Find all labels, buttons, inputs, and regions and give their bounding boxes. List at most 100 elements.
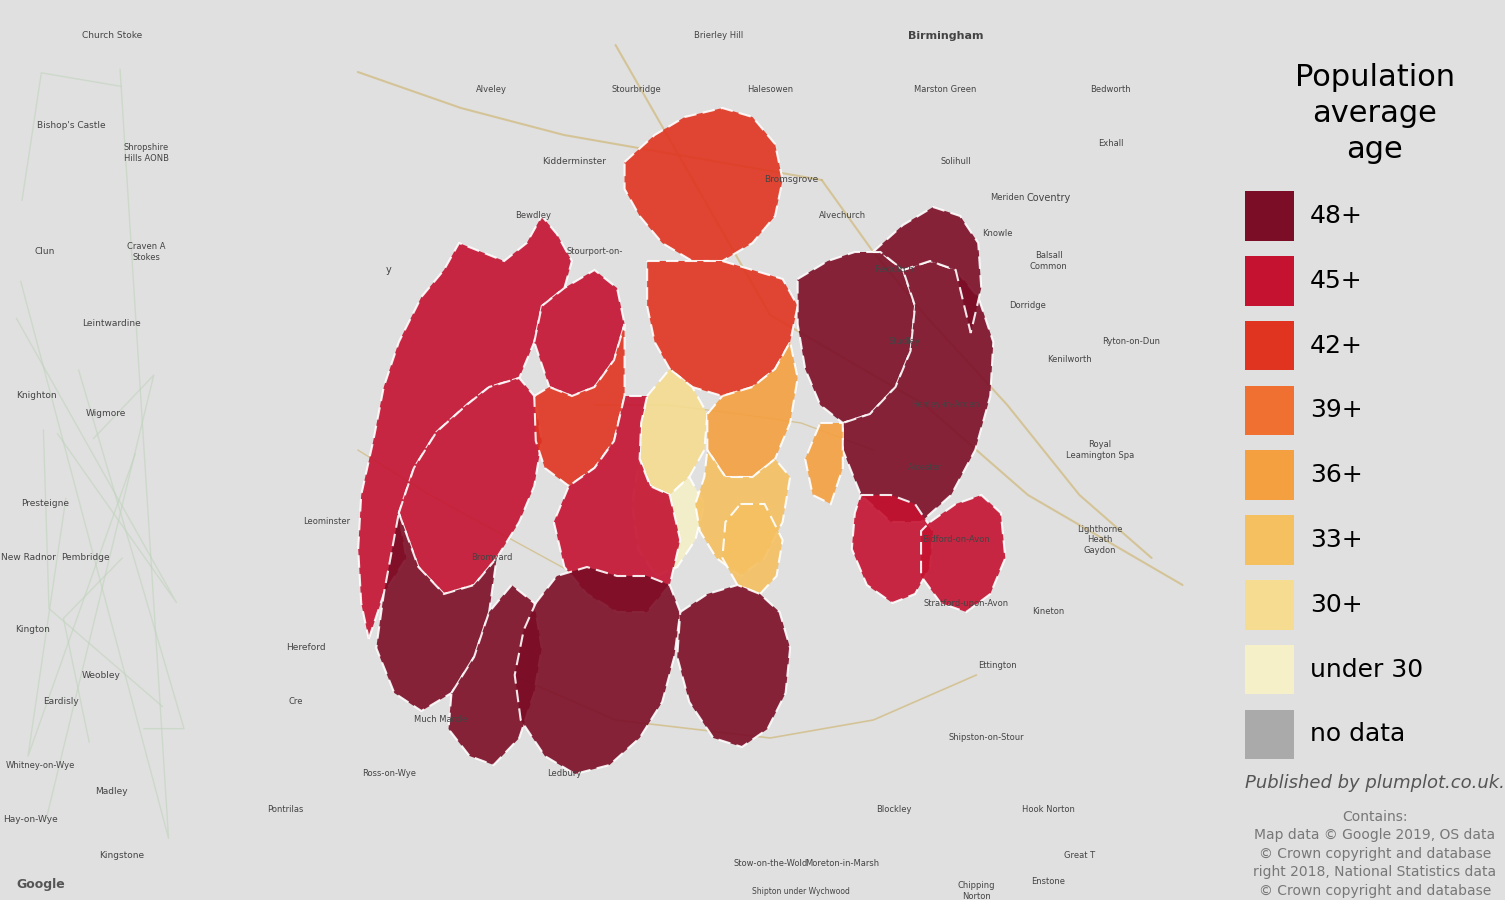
Text: Shipston-on-Stour: Shipston-on-Stour xyxy=(948,734,1025,742)
Text: Royal
Leamington Spa: Royal Leamington Spa xyxy=(1066,440,1135,460)
Polygon shape xyxy=(722,504,783,594)
Text: 39+: 39+ xyxy=(1309,399,1362,422)
Text: Google: Google xyxy=(17,878,65,891)
Text: Clun: Clun xyxy=(35,248,54,256)
Polygon shape xyxy=(554,396,680,612)
Text: Chipping
Norton: Chipping Norton xyxy=(957,881,995,900)
Text: 36+: 36+ xyxy=(1309,464,1362,487)
Text: Leominster: Leominster xyxy=(304,518,351,526)
Text: Much Marcle: Much Marcle xyxy=(414,716,467,724)
Text: no data: no data xyxy=(1309,723,1406,746)
Polygon shape xyxy=(515,567,680,774)
Text: Madley: Madley xyxy=(95,788,128,796)
Text: Church Stoke: Church Stoke xyxy=(81,32,141,40)
Text: Redditch: Redditch xyxy=(874,266,914,274)
Polygon shape xyxy=(399,378,542,594)
Text: New Radnor: New Radnor xyxy=(2,554,56,562)
Polygon shape xyxy=(534,270,625,396)
Text: Pontrilas: Pontrilas xyxy=(268,806,304,814)
Text: Whitney-on-Wye: Whitney-on-Wye xyxy=(6,760,75,770)
Text: y: y xyxy=(385,265,391,275)
Text: Halesowen: Halesowen xyxy=(746,86,793,94)
Text: Bromyard: Bromyard xyxy=(471,554,513,562)
Polygon shape xyxy=(640,369,707,495)
Text: Published by plumplot.co.uk.: Published by plumplot.co.uk. xyxy=(1245,774,1505,792)
Text: Alveley: Alveley xyxy=(477,86,507,94)
Text: Studley: Studley xyxy=(888,338,920,346)
Text: Stourbridge: Stourbridge xyxy=(611,86,661,94)
Text: Stow-on-the-Wold: Stow-on-the-Wold xyxy=(733,860,807,868)
Text: Marston Green: Marston Green xyxy=(914,86,977,94)
Text: Ross-on-Wye: Ross-on-Wye xyxy=(361,770,415,778)
Text: Ledbury: Ledbury xyxy=(546,770,581,778)
Text: Pembridge: Pembridge xyxy=(62,554,110,562)
Polygon shape xyxy=(358,216,572,639)
Text: 48+: 48+ xyxy=(1309,204,1364,228)
Text: Alcester: Alcester xyxy=(908,464,942,472)
Bar xyxy=(1245,450,1294,500)
Polygon shape xyxy=(632,459,704,576)
Text: Presteigne: Presteigne xyxy=(21,500,69,508)
Polygon shape xyxy=(534,324,625,486)
Text: Kidderminster: Kidderminster xyxy=(542,158,607,166)
Text: Kington: Kington xyxy=(15,626,50,634)
Text: Knighton: Knighton xyxy=(17,392,57,400)
Text: Wigmore: Wigmore xyxy=(86,410,126,418)
Text: Kenilworth: Kenilworth xyxy=(1047,356,1091,364)
Text: Bedworth: Bedworth xyxy=(1090,86,1130,94)
Text: Weobley: Weobley xyxy=(83,670,120,680)
Bar xyxy=(1245,321,1294,371)
Text: Ryton-on-Dun: Ryton-on-Dun xyxy=(1102,338,1160,346)
Bar xyxy=(1245,515,1294,565)
Text: Great T: Great T xyxy=(1064,850,1096,860)
Text: Bewdley: Bewdley xyxy=(515,212,551,220)
Bar xyxy=(1245,256,1294,305)
Text: 33+: 33+ xyxy=(1309,528,1362,552)
Text: Hay-on-Wye: Hay-on-Wye xyxy=(3,814,57,824)
Bar xyxy=(1245,644,1294,695)
Bar xyxy=(1245,580,1294,630)
Polygon shape xyxy=(798,252,915,423)
Bar xyxy=(1245,709,1294,759)
Text: Hook Norton: Hook Norton xyxy=(1022,806,1075,814)
Text: Enstone: Enstone xyxy=(1031,878,1066,886)
Text: Shropshire
Hills AONB: Shropshire Hills AONB xyxy=(123,143,169,163)
Polygon shape xyxy=(852,495,933,603)
Text: Eardisly: Eardisly xyxy=(44,698,78,706)
Polygon shape xyxy=(805,423,843,504)
Text: under 30: under 30 xyxy=(1309,658,1424,681)
Text: Ettington: Ettington xyxy=(978,662,1016,670)
Text: Dorridge: Dorridge xyxy=(1010,302,1046,310)
Text: Stourport-on-: Stourport-on- xyxy=(567,248,623,256)
Text: Bidford-on-Avon: Bidford-on-Avon xyxy=(923,536,990,544)
Text: Brierley Hill: Brierley Hill xyxy=(694,32,743,40)
Text: 42+: 42+ xyxy=(1309,334,1364,357)
Text: Meriden: Meriden xyxy=(990,194,1025,202)
Polygon shape xyxy=(625,108,783,261)
Text: Exhall: Exhall xyxy=(1097,140,1123,148)
Polygon shape xyxy=(448,585,542,765)
Polygon shape xyxy=(677,585,790,747)
Text: Birmingham: Birmingham xyxy=(908,31,983,41)
Bar xyxy=(1245,385,1294,435)
Text: Cre: Cre xyxy=(289,698,303,706)
Polygon shape xyxy=(647,261,798,396)
Text: Stratford-upon-Avon: Stratford-upon-Avon xyxy=(924,598,1008,608)
Polygon shape xyxy=(873,207,981,333)
Text: Solihull: Solihull xyxy=(941,158,971,166)
Text: Moreton-in-Marsh: Moreton-in-Marsh xyxy=(805,860,879,868)
Text: Kingstone: Kingstone xyxy=(99,850,144,860)
Text: Kineton: Kineton xyxy=(1032,608,1064,616)
Text: Leintwardine: Leintwardine xyxy=(83,320,141,328)
Polygon shape xyxy=(376,513,497,711)
Text: Blockley: Blockley xyxy=(876,806,912,814)
Text: 45+: 45+ xyxy=(1309,269,1362,292)
Text: Contains:
Map data © Google 2019, OS data
© Crown copyright and database
right 2: Contains: Map data © Google 2019, OS dat… xyxy=(1254,810,1496,900)
Text: 30+: 30+ xyxy=(1309,593,1362,616)
Bar xyxy=(1245,192,1294,240)
Polygon shape xyxy=(921,495,1005,612)
Text: Henley-in-Arden: Henley-in-Arden xyxy=(912,400,980,410)
Text: Coventry: Coventry xyxy=(1026,193,1070,203)
Text: Population
average
age: Population average age xyxy=(1294,63,1455,164)
Polygon shape xyxy=(707,342,798,477)
